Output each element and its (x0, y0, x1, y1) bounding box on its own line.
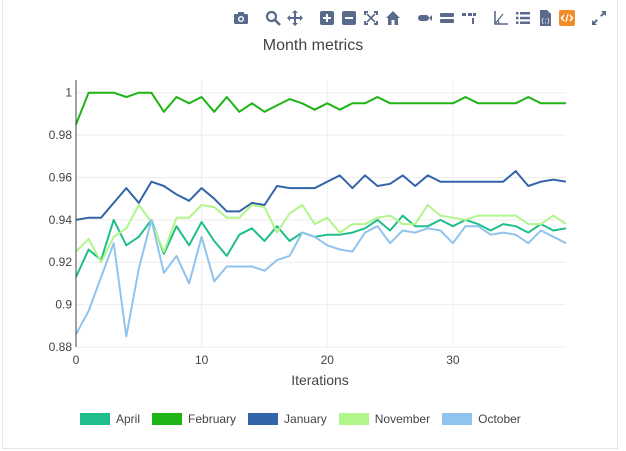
legend-item-april[interactable]: April (80, 412, 140, 426)
legend-label: February (188, 412, 237, 426)
pan-button[interactable] (284, 7, 306, 29)
legend-label: November (374, 412, 431, 426)
legend-label: October (478, 412, 521, 426)
zoom-icon (265, 10, 281, 26)
y-tick-label: 0.92 (49, 255, 73, 269)
legend-swatch (152, 413, 183, 425)
svg-text:{;}: {;} (541, 18, 551, 25)
fullscreen-icon (592, 11, 606, 25)
series-line-november[interactable] (75, 204, 567, 264)
zoom-out-icon (342, 11, 356, 25)
list-icon (516, 12, 530, 24)
modebar-group (262, 7, 306, 29)
y-tick-label: 0.96 (49, 170, 73, 184)
legend-swatch (80, 413, 110, 425)
x-tick-label: 20 (321, 353, 335, 367)
legend-item-october[interactable]: October (442, 412, 521, 426)
legend-swatch (338, 413, 369, 425)
legend-swatch (248, 413, 279, 425)
fullscreen-button[interactable] (588, 7, 610, 29)
x-tick-label: 0 (73, 353, 80, 367)
json-button[interactable]: {;} (534, 7, 556, 29)
legend-item-february[interactable]: February (152, 412, 236, 426)
legend-label: January (284, 412, 327, 426)
y-tick-label: 1 (65, 86, 72, 100)
chart-title: Month metrics (262, 37, 364, 54)
x-tick-label: 10 (195, 353, 209, 367)
camera-icon (234, 12, 248, 24)
home-icon (386, 11, 400, 25)
chart-frame (2, 0, 618, 449)
y-tick-label: 0.88 (49, 340, 73, 354)
hover-compare-button[interactable] (458, 7, 480, 29)
toggle-axes-button[interactable] (490, 7, 512, 29)
modebar-group (414, 7, 480, 29)
legend-label: April (116, 412, 141, 426)
modebar-group (316, 7, 404, 29)
y-tick-label: 0.98 (49, 128, 73, 142)
legend-swatch (442, 413, 473, 425)
hover-closest-button[interactable] (436, 7, 458, 29)
code-icon (559, 10, 575, 26)
x-tick-label: 30 (446, 353, 460, 367)
modebar-group: {;} (490, 7, 578, 29)
modebar: {;} (220, 6, 610, 30)
x-axis-label: Iterations (291, 372, 349, 388)
legend: April February January November October (80, 412, 533, 426)
series-line-february[interactable] (75, 91, 566, 125)
legend-item-january[interactable]: January (248, 412, 327, 426)
spike-lines-button[interactable] (414, 7, 436, 29)
y-tick-label: 0.9 (55, 298, 72, 312)
home-button[interactable] (382, 7, 404, 29)
series-line-october[interactable] (75, 218, 567, 338)
y-tick-label: 0.94 (49, 213, 73, 227)
hover-closest-icon (440, 13, 454, 23)
series-line-january[interactable] (75, 170, 567, 221)
zoom-in-icon (320, 11, 334, 25)
modebar-group (588, 7, 610, 29)
toggle-axes-icon (494, 11, 508, 25)
zoom-out-button[interactable] (338, 7, 360, 29)
zoom-button[interactable] (262, 7, 284, 29)
spike-lines-icon (418, 15, 432, 21)
json-icon: {;} (540, 10, 551, 26)
pan-icon (287, 10, 303, 26)
legend-item-november[interactable]: November (338, 412, 431, 426)
modebar-group (230, 7, 252, 29)
autoscale-icon (364, 11, 378, 25)
camera-button[interactable] (230, 7, 252, 29)
hover-compare-icon (462, 13, 476, 24)
autoscale-button[interactable] (360, 7, 382, 29)
code-button[interactable] (556, 7, 578, 29)
list-button[interactable] (512, 7, 534, 29)
zoom-in-button[interactable] (316, 7, 338, 29)
